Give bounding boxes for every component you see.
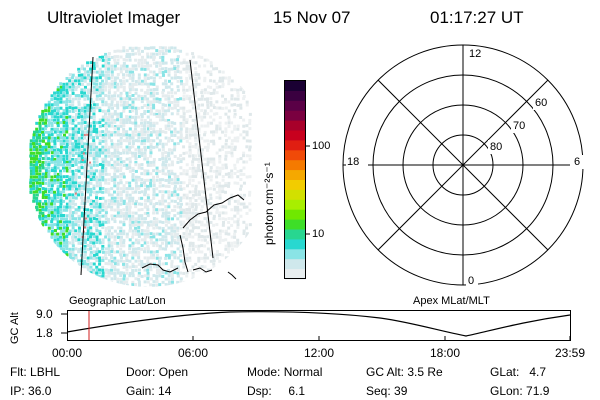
status-door: Door: Open [126, 365, 189, 379]
meridian-line-right [189, 59, 214, 259]
colorbar-cell [285, 110, 306, 122]
status-glat: GLat: 4.7 [490, 365, 547, 379]
colorbar-tick-label-10: 10 [312, 228, 325, 240]
colorbar-cell [285, 170, 306, 181]
colorbar-cell [285, 229, 306, 240]
colorbar-cell [285, 160, 306, 171]
colorbar-cell [285, 81, 306, 92]
emission-pixels [29, 46, 252, 287]
mlt-label-6: 6 [574, 156, 581, 168]
time-label: 01:17:27 UT [430, 8, 524, 27]
timeline-y-min: 1.8 [36, 326, 53, 340]
geographic-overlay [80, 56, 245, 280]
colorbar-cell [285, 259, 306, 270]
timeline-x-label-1: 06:00 [178, 346, 209, 360]
colorbar-cell [285, 199, 306, 211]
coastline [227, 271, 237, 280]
timeline-y-max: 9.0 [36, 307, 53, 321]
coastline [192, 267, 213, 273]
status-gc-alt: GC Alt: 3.5 Re [366, 365, 443, 379]
colorbar-cell [285, 180, 306, 191]
status-seq: Seq: 39 [366, 384, 408, 398]
colorbar-cell [285, 150, 306, 161]
mlat-label-60: 60 [535, 97, 548, 109]
coastline [182, 194, 245, 229]
status-dsp: Dsp: 6.1 [247, 384, 306, 398]
coastline [141, 263, 179, 273]
colorbar-tick-label-100: 100 [312, 140, 331, 152]
timeline-x-label-3: 18:00 [430, 346, 461, 360]
colorbar-cell [285, 100, 306, 112]
status-ip: IP: 36.0 [10, 384, 52, 398]
status-mode: Mode: Normal [247, 365, 323, 379]
status-gain: Gain: 14 [126, 384, 172, 398]
status-glon: GLon: 71.9 [490, 384, 550, 398]
altitude-curve [66, 311, 571, 337]
timeline-right-caption: Apex MLat/MLT [413, 295, 490, 307]
colorbar [284, 80, 310, 280]
instrument-title: Ultraviolet Imager [47, 8, 181, 27]
colorbar-cell [285, 269, 306, 280]
mlat-label-70: 70 [513, 120, 526, 132]
colorbar-cell [285, 140, 306, 151]
colorbar-cell [285, 219, 306, 230]
coastline [179, 234, 189, 273]
meridian-line-left [80, 56, 94, 276]
colorbar-cell [285, 249, 306, 260]
date-label: 15 Nov 07 [273, 8, 351, 27]
colorbar-cell [285, 209, 306, 221]
timeline-x-label-0: 00:00 [52, 346, 83, 360]
colorbar-cell [285, 189, 306, 201]
timeline-x-label-2: 12:00 [304, 346, 335, 360]
colorbar-cell [285, 130, 306, 141]
mlt-label-0: 0 [468, 275, 475, 287]
colorbar-cell [285, 239, 306, 250]
timeline-left-caption: Geographic Lat/Lon [69, 295, 166, 307]
timeline-x-label-4: 23:59 [555, 346, 586, 360]
mlat-label-80: 80 [490, 141, 503, 153]
polar-diagonal [377, 79, 549, 251]
mlt-label-12: 12 [469, 48, 482, 60]
colorbar-cell [285, 90, 306, 102]
mlt-label-18: 18 [347, 156, 360, 168]
colorbar-cell [285, 120, 306, 131]
status-filter: Flt: LBHL [10, 365, 61, 379]
